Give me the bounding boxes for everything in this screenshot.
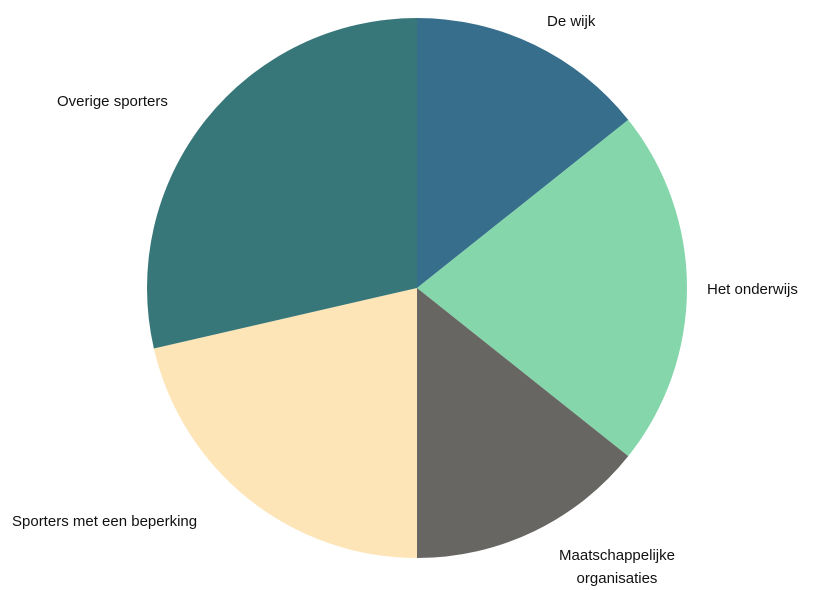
pie-slice [417,288,629,558]
slice-label: Sporters met een beperking [12,513,198,530]
pie-slice [417,119,688,457]
slice-label: Het onderwijs [707,281,798,298]
pie-slice [146,18,417,349]
pie-slice [417,18,629,288]
slice-label: Maatschappelijke organisaties [559,547,675,587]
pie-slice [153,288,417,558]
slice-label: De wijk [547,13,596,30]
slice-label: Overige sporters [57,93,168,110]
